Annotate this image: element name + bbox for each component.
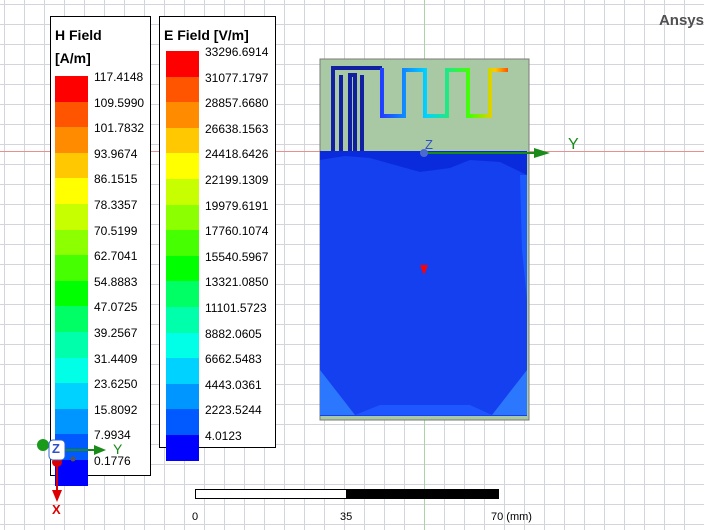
e-legend-swatch (166, 383, 199, 410)
feed-port-marker (420, 265, 428, 275)
ansys-logo: Ansys (658, 12, 704, 29)
origin-dot (420, 149, 428, 157)
h-legend-value-label: 117.4148 (94, 70, 144, 84)
e-legend-value-label: 31077.1797 (205, 70, 269, 85)
h-legend-value-label: 15.8092 (94, 402, 138, 417)
h-legend-swatch (55, 229, 88, 256)
h-legend-value-label: 0.1776 (94, 454, 131, 468)
h-legend-value-label: 54.8883 (94, 274, 138, 289)
scale-bar-white-segment (195, 489, 347, 499)
h-legend-unit: [A/m] (55, 50, 91, 66)
e-legend-value-label: 26638.1563 (205, 121, 269, 136)
e-legend-value-label: 2223.5244 (205, 403, 262, 418)
scale-tick-70: 70 (mm) (491, 511, 532, 523)
e-legend-swatch (166, 204, 199, 231)
field-region-edge-right (520, 175, 527, 300)
field-region-bottom (355, 405, 492, 415)
e-legend-value-label: 19979.6191 (205, 198, 269, 213)
e-legend-swatch (166, 435, 199, 461)
e-legend-swatch (166, 102, 199, 128)
y-axis-arrowhead (534, 148, 550, 158)
coordinate-triad[interactable] (36, 432, 116, 522)
h-legend-swatch (55, 101, 88, 128)
e-legend-value-label: 4.0123 (205, 429, 242, 443)
e-legend-swatch (166, 281, 199, 307)
field-region-corner-br (492, 370, 527, 415)
h-legend-swatch (55, 255, 88, 281)
h-legend-swatch (55, 127, 88, 153)
h-legend-swatch (55, 76, 88, 102)
e-legend-value-label: 6662.5483 (205, 352, 262, 367)
e-legend-value-label: 28857.6680 (205, 96, 269, 111)
e-field-legend: E Field [V/m] 33296.6914 31077.1797 28857.… (159, 16, 276, 461)
e-legend-swatch (166, 76, 199, 103)
e-legend-value-label: 24418.6426 (205, 147, 269, 162)
h-legend-value-label: 31.4409 (94, 351, 138, 366)
h-legend-value-label: 39.2567 (94, 326, 138, 340)
h-legend-swatch (55, 408, 88, 435)
e-legend-swatch (166, 255, 199, 282)
scale-bar-black-segment (347, 489, 499, 499)
e-legend-swatch (166, 409, 199, 435)
h-legend-value-label: 101.7832 (94, 121, 145, 136)
e-legend-value-label: 15540.5967 (205, 249, 269, 264)
h-legend-swatch (55, 280, 88, 307)
h-legend-value-label: 62.7041 (94, 249, 138, 264)
h-legend-value-label: 78.3357 (94, 198, 138, 212)
field-region-corner-bl (320, 370, 355, 415)
e-legend-swatch (166, 230, 199, 256)
triad-y-label: Y (113, 441, 123, 457)
e-legend-value-label: 11101.5723 (205, 301, 267, 315)
e-legend-swatch (166, 332, 199, 359)
h-legend-value-label: 47.0725 (94, 300, 138, 315)
antenna-meander-trace (380, 68, 508, 118)
e-legend-value-label: 8882.0605 (205, 326, 262, 341)
h-legend-value-label: 23.6250 (94, 377, 138, 392)
e-legend-swatch (166, 179, 199, 205)
h-legend-value-label: 70.5199 (94, 223, 138, 238)
h-legend-swatch (55, 152, 88, 179)
e-legend-swatch (166, 51, 199, 77)
e-legend-value-label: 13321.0850 (205, 275, 269, 290)
e-legend-title: E Field [V/m] (164, 27, 249, 43)
field-region-top (320, 151, 527, 175)
antenna-trace-left (331, 66, 382, 151)
e-legend-value-label: 17760.1074 (205, 224, 269, 239)
h-legend-swatch (55, 332, 88, 358)
e-legend-swatch (166, 358, 199, 384)
scale-tick-35: 35 (340, 511, 353, 523)
h-legend-value-label: 109.5990 (94, 95, 145, 110)
triad-x-label: X (52, 502, 61, 517)
h-legend-swatch (55, 204, 88, 230)
h-legend-value-label: 93.9674 (94, 146, 138, 161)
h-legend-swatch (55, 383, 88, 409)
e-legend-swatch (166, 307, 199, 333)
y-axis-label: Y (568, 136, 579, 153)
e-legend-value-label: 33296.6914 (205, 45, 269, 59)
z-axis-label: Z (425, 137, 433, 152)
h-legend-title: H Field (55, 27, 102, 43)
ground-plane-field (320, 151, 527, 416)
scale-tick-0: 0 (192, 511, 199, 523)
triad-z-label: Z (52, 441, 60, 456)
h-legend-value-label: 7.9934 (94, 428, 131, 443)
e-legend-swatch (166, 127, 199, 154)
h-legend-swatch (55, 357, 88, 384)
h-field-legend: H Field [A/m] 117.4148 109.5990 101.7832 93… (50, 16, 151, 486)
e-legend-swatch (166, 153, 199, 179)
e-legend-value-label: 4443.0361 (205, 377, 262, 392)
e-legend-value-label: 22199.1309 (205, 173, 269, 187)
h-legend-swatch (55, 178, 88, 204)
h-legend-value-label: 86.1515 (94, 172, 138, 187)
h-legend-swatch (55, 306, 88, 332)
